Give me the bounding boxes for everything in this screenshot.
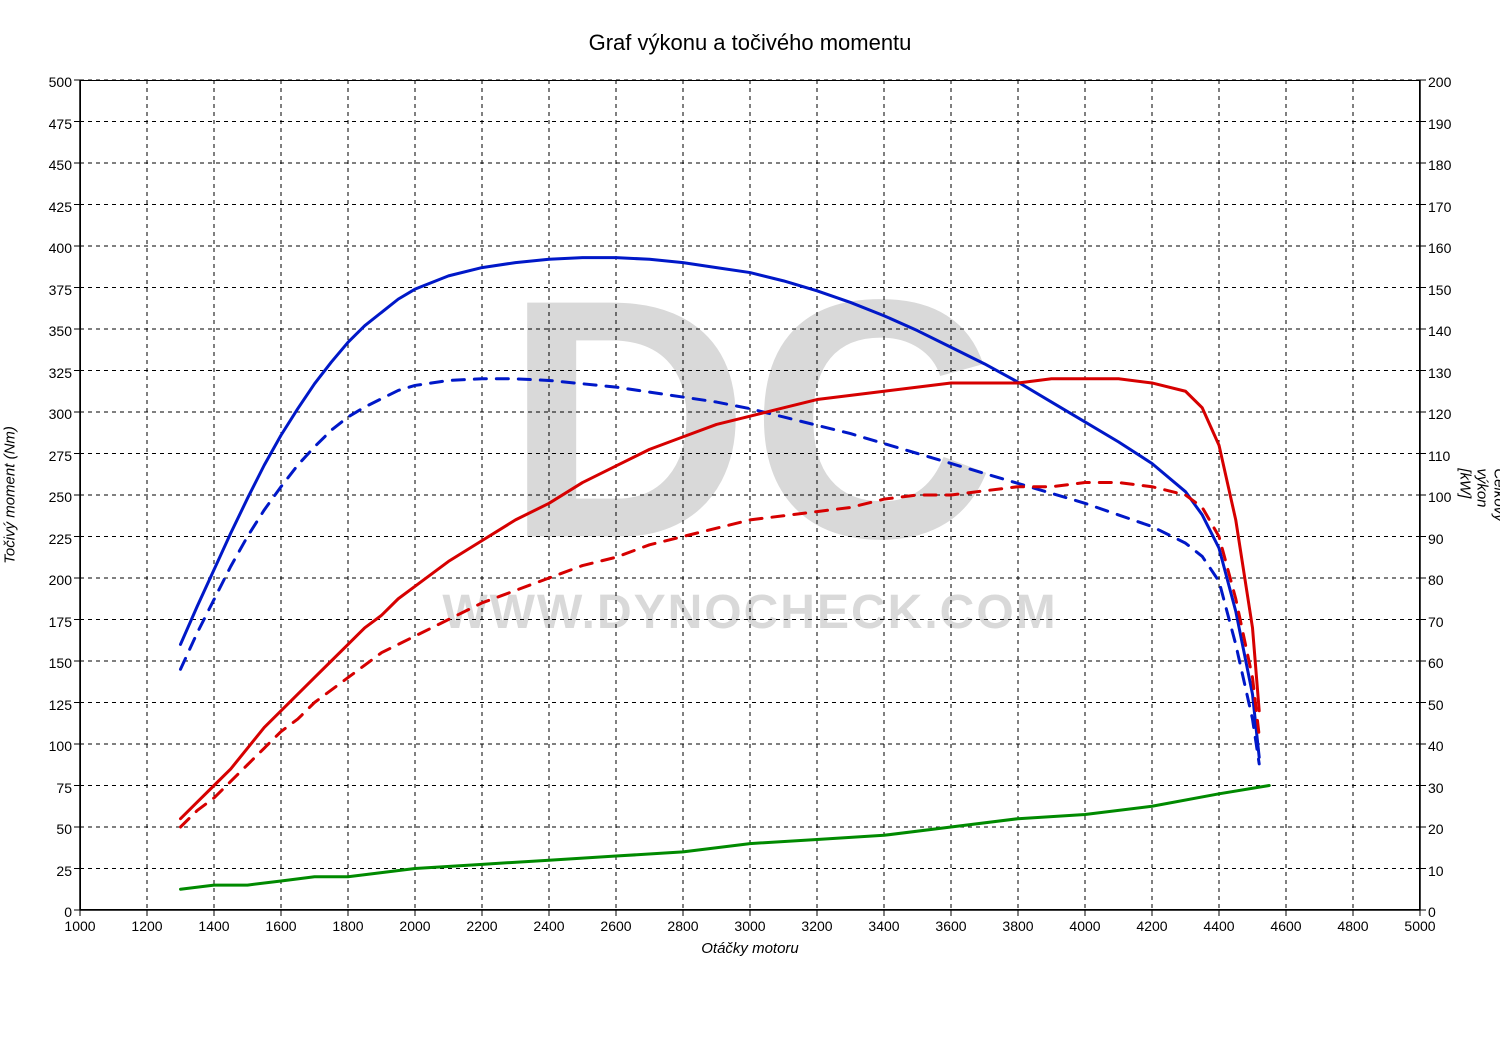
tick-label: 0 xyxy=(1428,904,1468,920)
tick-label: 1400 xyxy=(198,918,229,934)
x-axis-label: Otáčky motoru xyxy=(80,940,1420,957)
tick-label: 3400 xyxy=(868,918,899,934)
tick-label: 25 xyxy=(32,863,72,879)
tick-label: 400 xyxy=(32,240,72,256)
tick-label: 5000 xyxy=(1404,918,1435,934)
tick-label: 475 xyxy=(32,116,72,132)
tick-label: 170 xyxy=(1428,199,1468,215)
tick-label: 50 xyxy=(32,821,72,837)
tick-label: 2600 xyxy=(600,918,631,934)
tick-label: 3000 xyxy=(734,918,765,934)
series-loss xyxy=(181,786,1270,890)
tick-label: 160 xyxy=(1428,240,1468,256)
tick-label: 500 xyxy=(32,74,72,90)
tick-label: 225 xyxy=(32,531,72,547)
tick-label: 200 xyxy=(1428,74,1468,90)
tick-label: 50 xyxy=(1428,697,1468,713)
y-axis-left-label: Točivý moment (Nm) xyxy=(2,426,19,564)
tick-label: 450 xyxy=(32,157,72,173)
tick-label: 60 xyxy=(1428,655,1468,671)
tick-label: 250 xyxy=(32,489,72,505)
tick-label: 10 xyxy=(1428,863,1468,879)
tick-label: 30 xyxy=(1428,780,1468,796)
tick-label: 4400 xyxy=(1203,918,1234,934)
tick-label: 4800 xyxy=(1337,918,1368,934)
dyno-chart: DCWWW.DYNOCHECK.COM xyxy=(80,80,1420,910)
tick-label: 140 xyxy=(1428,323,1468,339)
tick-label: 200 xyxy=(32,572,72,588)
tick-label: 2800 xyxy=(667,918,698,934)
tick-label: 3600 xyxy=(935,918,966,934)
tick-label: 4200 xyxy=(1136,918,1167,934)
tick-label: 325 xyxy=(32,365,72,381)
tick-label: 100 xyxy=(32,738,72,754)
tick-label: 3800 xyxy=(1002,918,1033,934)
tick-label: 130 xyxy=(1428,365,1468,381)
tick-label: 1800 xyxy=(332,918,363,934)
tick-label: 1000 xyxy=(64,918,95,934)
tick-label: 80 xyxy=(1428,572,1468,588)
tick-label: 180 xyxy=(1428,157,1468,173)
tick-label: 70 xyxy=(1428,614,1468,630)
tick-label: 2000 xyxy=(399,918,430,934)
tick-label: 2200 xyxy=(466,918,497,934)
tick-label: 110 xyxy=(1428,448,1468,464)
tick-label: 300 xyxy=(32,406,72,422)
chart-title: Graf výkonu a točivého momentu xyxy=(0,30,1500,56)
tick-label: 20 xyxy=(1428,821,1468,837)
tick-label: 125 xyxy=(32,697,72,713)
tick-label: 4000 xyxy=(1069,918,1100,934)
tick-label: 90 xyxy=(1428,531,1468,547)
tick-label: 425 xyxy=(32,199,72,215)
tick-label: 275 xyxy=(32,448,72,464)
tick-label: 3200 xyxy=(801,918,832,934)
tick-label: 175 xyxy=(32,614,72,630)
tick-label: 150 xyxy=(32,655,72,671)
tick-label: 120 xyxy=(1428,406,1468,422)
tick-label: 4600 xyxy=(1270,918,1301,934)
tick-label: 190 xyxy=(1428,116,1468,132)
tick-label: 375 xyxy=(32,282,72,298)
tick-label: 100 xyxy=(1428,489,1468,505)
tick-label: 350 xyxy=(32,323,72,339)
tick-label: 150 xyxy=(1428,282,1468,298)
tick-label: 0 xyxy=(32,904,72,920)
tick-label: 40 xyxy=(1428,738,1468,754)
tick-label: 1200 xyxy=(131,918,162,934)
tick-label: 1600 xyxy=(265,918,296,934)
tick-label: 75 xyxy=(32,780,72,796)
tick-label: 2400 xyxy=(533,918,564,934)
